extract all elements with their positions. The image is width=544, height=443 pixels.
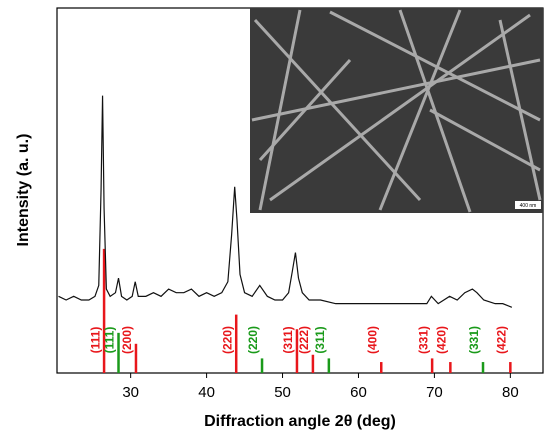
reference-label: (222) xyxy=(297,326,311,354)
reference-label: (331) xyxy=(416,326,430,354)
reference-label: (200) xyxy=(120,326,134,354)
x-axis-label: Diffraction angle 2θ (deg) xyxy=(204,413,396,430)
reference-label: (311) xyxy=(281,326,295,353)
x-tick-label: 50 xyxy=(274,384,291,401)
sem-inset: 400 nm xyxy=(250,8,543,213)
spectrum-line xyxy=(58,95,513,308)
reference-label: (111) xyxy=(88,327,102,354)
reference-label: (220) xyxy=(220,326,234,354)
reference-label: (400) xyxy=(365,326,379,354)
x-tick-label: 70 xyxy=(426,384,443,401)
y-axis-label: Intensity (a. u.) xyxy=(15,134,32,247)
scale-label: 400 nm xyxy=(520,203,537,209)
x-tick-label: 80 xyxy=(502,384,519,401)
reference-label: (331) xyxy=(467,326,481,354)
x-tick-label: 40 xyxy=(198,384,215,401)
reference-label: (422) xyxy=(495,326,509,354)
x-tick-label: 60 xyxy=(350,384,367,401)
x-tick-label: 30 xyxy=(122,384,139,401)
reference-label: (111) xyxy=(103,327,117,354)
reference-label: (311) xyxy=(313,326,327,353)
reference-label: (220) xyxy=(246,326,260,354)
reference-label: (420) xyxy=(435,326,449,354)
